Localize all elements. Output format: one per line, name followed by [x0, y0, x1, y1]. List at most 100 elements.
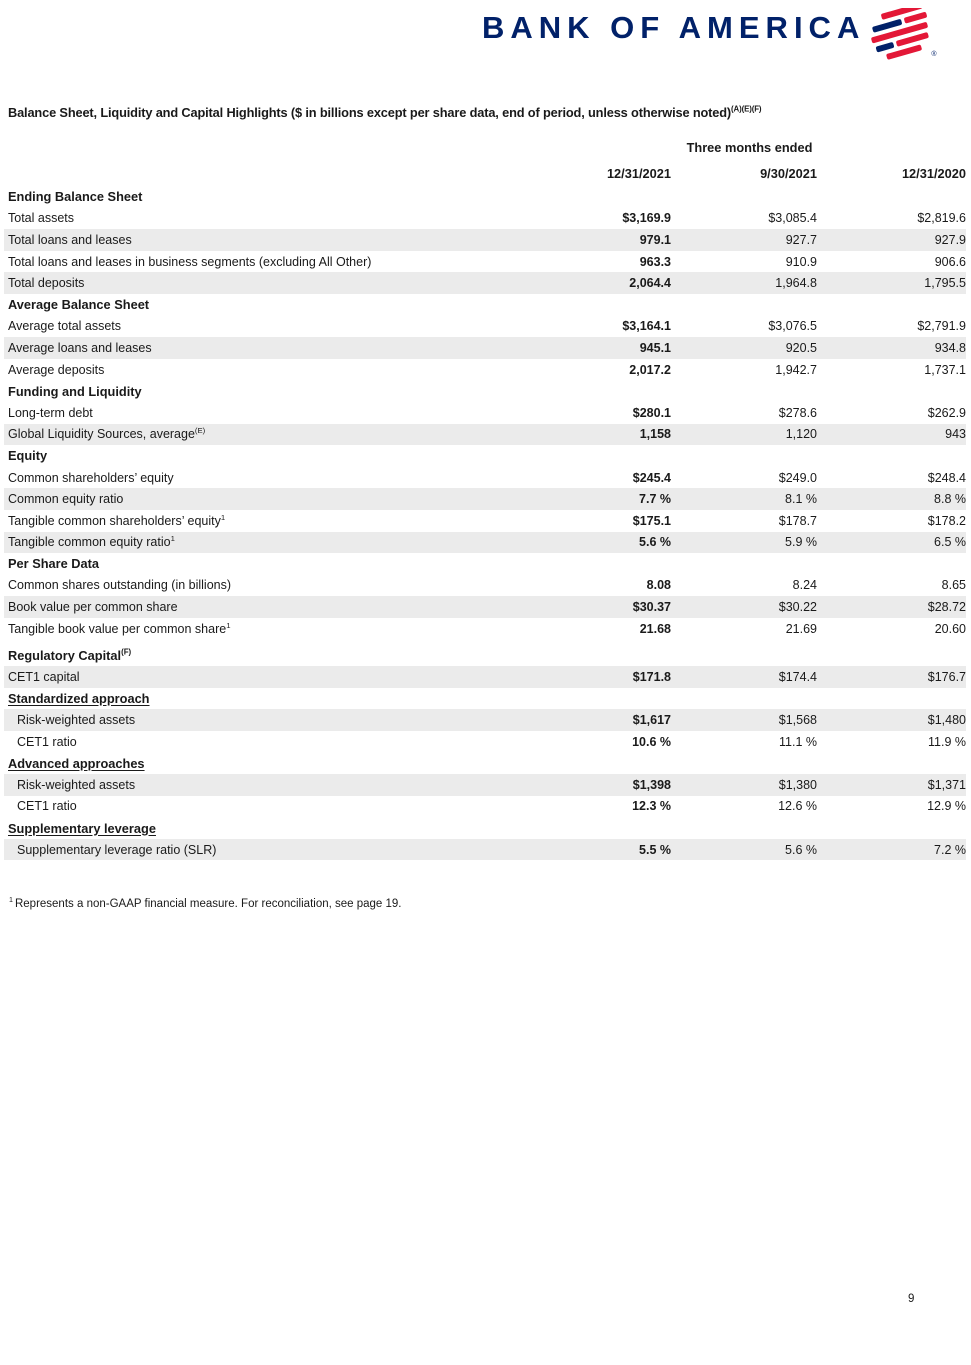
- value-cell: $245.4: [632, 470, 671, 485]
- row-label: Total loans and leases: [8, 232, 132, 247]
- value-cell: 927.9: [934, 232, 966, 247]
- row-label: Per Share Data: [8, 556, 100, 572]
- row-label: Long-term debt: [8, 405, 93, 420]
- value-cell: 7.7 %: [639, 492, 671, 507]
- value-cell: 5.6 %: [639, 535, 671, 550]
- row-label: CET1 ratio: [17, 734, 77, 749]
- value-cell: 945.1: [639, 340, 671, 355]
- value-cell: $28.72: [927, 600, 966, 615]
- bank-of-america-wordmark: BANK OF AMERICA: [482, 10, 866, 45]
- row-label: Supplementary leverage: [8, 820, 156, 836]
- row-label-superscript: 1: [226, 620, 231, 630]
- value-cell: $3,169.9: [622, 211, 671, 226]
- table-section-row: Standardized approach: [4, 688, 966, 710]
- table-data-row: Average loans and leases 945.1 920.5 934.8: [4, 337, 966, 359]
- value-cell: 21.68: [639, 621, 671, 636]
- row-label: Standardized approach: [8, 690, 150, 706]
- column-header-12-31-2020: 12/31/2020: [901, 165, 966, 181]
- table-data-row: Risk-weighted assets $1,617 $1,568 $1,480: [4, 709, 966, 731]
- value-cell: 12.9 %: [927, 799, 966, 814]
- table-data-row: Total loans and leases 979.1 927.7 927.9: [4, 229, 966, 251]
- value-cell: $1,617: [632, 713, 671, 728]
- value-cell: $30.37: [632, 600, 671, 615]
- row-label: Average total assets: [8, 319, 122, 334]
- table-data-row: CET1 capital $171.8 $174.4 $176.7: [4, 666, 966, 688]
- value-cell: 920.5: [785, 340, 817, 355]
- row-label-superscript: 1: [170, 534, 175, 544]
- row-label: Tangible common equity ratio1: [8, 534, 175, 550]
- footnote: 1 Represents a non-GAAP financial measure…: [9, 896, 402, 910]
- row-label: Equity: [8, 448, 48, 464]
- table-section-row: Funding and Liquidity: [4, 380, 966, 402]
- row-label: Risk-weighted assets: [17, 713, 136, 728]
- table-data-row: Book value per common share $30.37 $30.22 $…: [4, 596, 966, 618]
- table-data-row: Common shareholders’ equity $245.4 $249.0 $…: [4, 467, 966, 489]
- row-label: Common shareholders’ equity: [8, 470, 174, 485]
- row-label: Supplementary leverage ratio (SLR): [17, 842, 217, 857]
- value-cell: 979.1: [639, 232, 671, 247]
- value-cell: 2,017.2: [629, 362, 671, 377]
- value-cell: $280.1: [632, 405, 671, 420]
- value-cell: 8.1 %: [785, 492, 817, 507]
- table-section-row: Average Balance Sheet: [4, 294, 966, 316]
- value-cell: $2,819.6: [917, 211, 966, 226]
- footnote-text: Represents a non-GAAP financial measure.…: [14, 898, 402, 910]
- value-cell: 6.5 %: [934, 535, 966, 550]
- value-cell: 8.65: [941, 578, 966, 593]
- table-section-row: Per Share Data: [4, 553, 966, 575]
- table-section-row: Equity: [4, 445, 966, 467]
- page-title-superscript: (A)(E)(F): [731, 104, 762, 114]
- table-data-row: Total assets $3,169.9 $3,085.4 $2,819.6: [4, 208, 966, 230]
- value-cell: 11.9 %: [928, 734, 966, 749]
- table-data-row: Long-term debt $280.1 $278.6 $262.9: [4, 402, 966, 424]
- table-data-row: Common shares outstanding (in billions) 8…: [4, 575, 966, 597]
- value-cell: $30.22: [778, 600, 817, 615]
- value-cell: 8.24: [792, 578, 817, 593]
- footnote-superscript: 1: [9, 896, 13, 905]
- row-label: CET1 ratio: [17, 799, 77, 814]
- row-label: Risk-weighted assets: [17, 777, 136, 792]
- table-data-row: Global Liquidity Sources, average(E) 1,15…: [4, 423, 966, 446]
- row-label: Total loans and leases in business segme…: [8, 254, 372, 269]
- value-cell: 10.6 %: [632, 734, 671, 749]
- value-cell: $176.7: [927, 669, 966, 684]
- value-cell: 963.3: [639, 254, 671, 269]
- column-header-12-31-2021: 12/31/2021: [606, 165, 671, 181]
- value-cell: 21.69: [785, 621, 817, 636]
- value-cell: 1,737.1: [924, 362, 966, 377]
- column-header-9-30-2021: 9/30/2021: [760, 165, 817, 181]
- row-label: Funding and Liquidity: [8, 383, 142, 399]
- value-cell: $178.7: [778, 513, 817, 528]
- table-data-row: Tangible common equity ratio1 5.6 % 5.9 % 6…: [4, 531, 966, 554]
- value-cell: 12.3 %: [632, 799, 671, 814]
- row-label: Common equity ratio: [8, 492, 124, 507]
- row-label-superscript: 1: [220, 512, 226, 522]
- value-cell: 11.1 %: [779, 734, 817, 749]
- bank-of-america-logo: BANK OF AMERICA ®: [482, 6, 937, 60]
- highlights-table: Three months ended 12/31/2021 9/30/2021 …: [4, 134, 966, 861]
- value-cell: $248.4: [927, 470, 966, 485]
- value-cell: 1,158: [639, 427, 671, 442]
- table-section-row: Regulatory Capital(F): [4, 644, 966, 666]
- table-data-row: Average total assets $3,164.1 $3,076.5 $2,7…: [4, 316, 966, 338]
- value-cell: 927.7: [785, 232, 817, 247]
- table-section-row: Advanced approaches: [4, 752, 966, 774]
- row-label-superscript: (E): [194, 426, 206, 436]
- row-label-superscript: (F): [121, 647, 132, 657]
- page-title-text: Balance Sheet, Liquidity and Capital Hig…: [8, 105, 732, 120]
- table-data-row: Common equity ratio 7.7 % 8.1 % 8.8 %: [4, 488, 966, 510]
- value-cell: 1,942.7: [775, 362, 817, 377]
- table-data-row: Tangible common shareholders’ equity1 $17…: [4, 510, 966, 532]
- value-cell: 1,120: [785, 427, 817, 442]
- value-cell: 943: [945, 427, 966, 442]
- value-cell: $1,480: [927, 713, 966, 728]
- value-cell: $1,380: [778, 777, 817, 792]
- page-title: Balance Sheet, Liquidity and Capital Hig…: [8, 104, 762, 120]
- value-cell: $1,398: [632, 777, 671, 792]
- table-body: Ending Balance Sheet Total assets $3,169.9…: [4, 186, 966, 861]
- value-cell: $171.8: [632, 669, 671, 684]
- table-data-row: CET1 ratio 12.3 % 12.6 % 12.9 %: [4, 796, 966, 818]
- value-cell: 906.6: [934, 254, 966, 269]
- bank-of-america-flag-icon: [871, 8, 929, 60]
